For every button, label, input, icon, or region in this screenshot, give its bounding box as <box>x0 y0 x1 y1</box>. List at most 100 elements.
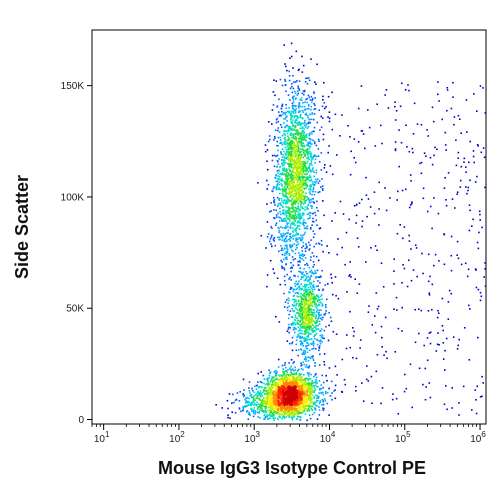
event-dot <box>291 214 294 217</box>
event-dot <box>274 404 277 407</box>
event-dot <box>274 395 276 397</box>
event-dot <box>293 310 295 313</box>
event-dot <box>262 389 265 391</box>
event-dot <box>287 206 289 208</box>
event-dot <box>336 154 338 156</box>
event-dot <box>300 327 303 329</box>
event-dot <box>283 162 286 164</box>
event-dot <box>284 387 286 389</box>
event-dot <box>467 268 470 271</box>
event-dot <box>299 329 301 332</box>
event-dot <box>281 401 283 403</box>
event-dot <box>308 365 311 367</box>
event-dot <box>301 186 303 189</box>
event-dot <box>290 412 293 415</box>
event-dot <box>285 111 287 114</box>
event-dot <box>266 168 269 171</box>
event-dot <box>226 399 229 402</box>
event-dot <box>320 391 322 394</box>
event-dot <box>311 397 313 400</box>
event-dot <box>285 151 288 153</box>
event-dot <box>309 327 311 329</box>
event-dot <box>286 235 288 237</box>
event-dot <box>303 109 306 111</box>
event-dot <box>328 111 331 113</box>
event-dot <box>279 142 281 144</box>
event-dot <box>262 399 264 401</box>
event-dot <box>308 298 311 300</box>
event-dot <box>302 298 305 301</box>
event-dot <box>294 402 296 405</box>
event-dot <box>272 379 275 382</box>
event-dot <box>302 383 304 386</box>
event-dot <box>311 133 313 135</box>
event-dot <box>291 223 294 225</box>
event-dot <box>284 240 287 243</box>
event-dot <box>305 396 308 398</box>
event-dot <box>275 155 278 157</box>
event-dot <box>296 197 298 200</box>
event-dot <box>308 248 311 250</box>
event-dot <box>471 225 473 227</box>
event-dot <box>297 380 299 383</box>
event-dot <box>304 209 306 211</box>
event-dot <box>270 391 273 394</box>
event-dot <box>304 330 307 332</box>
event-dot <box>306 273 308 275</box>
event-dot <box>355 390 357 392</box>
event-dot <box>313 118 315 121</box>
event-dot <box>307 296 310 298</box>
event-dot <box>303 305 305 307</box>
event-dot <box>270 396 273 399</box>
event-dot <box>271 395 273 398</box>
event-dot <box>307 122 309 125</box>
event-dot <box>313 411 316 414</box>
event-dot <box>319 295 322 298</box>
event-dot <box>298 383 300 386</box>
event-dot <box>276 205 279 207</box>
event-dot <box>314 337 316 340</box>
event-dot <box>278 115 281 117</box>
event-dot <box>288 215 291 217</box>
event-dot <box>289 276 291 279</box>
event-dot <box>261 400 263 402</box>
event-dot <box>294 299 296 301</box>
event-dot <box>296 198 299 200</box>
event-dot <box>250 401 253 404</box>
event-dot <box>273 135 276 138</box>
event-dot <box>319 330 321 332</box>
event-dot <box>301 139 304 141</box>
event-dot <box>298 191 300 194</box>
event-dot <box>318 346 320 348</box>
event-dot <box>300 401 303 404</box>
event-dot <box>278 227 280 230</box>
event-dot <box>408 234 410 237</box>
event-dot <box>422 383 424 386</box>
event-dot <box>290 134 292 136</box>
event-dot <box>290 200 293 202</box>
event-dot <box>279 397 282 399</box>
event-dot <box>284 191 287 193</box>
event-dot <box>298 221 300 223</box>
event-dot <box>314 184 316 186</box>
event-dot <box>264 409 267 411</box>
event-dot <box>444 131 447 134</box>
event-dot <box>289 158 291 160</box>
event-dot <box>304 356 307 358</box>
event-dot <box>263 397 265 400</box>
event-dot <box>271 381 274 384</box>
event-dot <box>411 406 413 409</box>
event-dot <box>259 395 262 398</box>
event-dot <box>375 370 378 373</box>
event-dot <box>267 386 270 389</box>
event-dot <box>301 353 304 355</box>
event-dot <box>299 323 301 326</box>
event-dot <box>288 411 290 413</box>
event-dot <box>308 96 311 99</box>
event-dot <box>326 298 328 301</box>
event-dot <box>288 79 291 82</box>
event-dot <box>301 294 304 296</box>
event-dot <box>424 398 427 401</box>
event-dot <box>376 249 378 251</box>
event-dot <box>299 313 301 315</box>
